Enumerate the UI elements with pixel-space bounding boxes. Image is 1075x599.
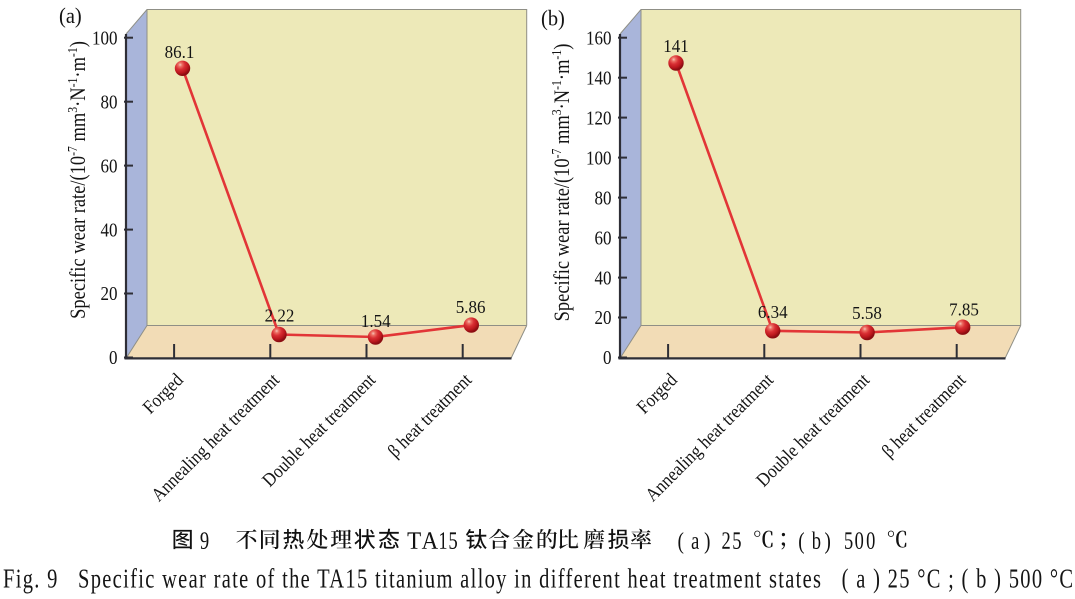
svg-text:120: 120 <box>586 107 611 130</box>
svg-text:140: 140 <box>586 67 611 90</box>
svg-text:5.58: 5.58 <box>852 303 882 323</box>
svg-text:100: 100 <box>92 27 117 50</box>
svg-text:86.1: 86.1 <box>165 42 195 62</box>
svg-text:20: 20 <box>101 283 118 306</box>
svg-text:5.86: 5.86 <box>456 297 486 317</box>
svg-text:Forged: Forged <box>632 369 681 418</box>
svg-text:100: 100 <box>586 147 611 170</box>
svg-text:141: 141 <box>663 36 688 56</box>
svg-text:(a): (a) <box>59 3 82 28</box>
svg-text:6.34: 6.34 <box>758 302 788 322</box>
svg-text:β heat treatment: β heat treatment <box>877 369 969 461</box>
svg-text:80: 80 <box>101 91 118 114</box>
svg-text:60: 60 <box>595 227 612 250</box>
svg-text:Specific wear rate/(10-7 mm3·N: Specific wear rate/(10-7 mm3·N-1·m-1) <box>64 41 90 319</box>
svg-text:1.54: 1.54 <box>361 311 391 331</box>
svg-text:β heat treatment: β heat treatment <box>383 369 475 461</box>
svg-text:Fig. 9 Specific wear rate of: Fig. 9 Specific wear rate of the TA15 ti… <box>3 564 1073 595</box>
svg-text:Forged: Forged <box>138 369 187 418</box>
svg-text:0: 0 <box>603 347 612 370</box>
svg-text:40: 40 <box>595 267 612 290</box>
svg-text:7.85: 7.85 <box>949 299 979 319</box>
svg-text:40: 40 <box>101 219 118 242</box>
svg-text:60: 60 <box>101 155 118 178</box>
svg-text:80: 80 <box>595 187 612 210</box>
svg-text:20: 20 <box>595 307 612 330</box>
svg-text:(b): (b) <box>541 6 565 31</box>
svg-text:0: 0 <box>109 347 118 370</box>
svg-text:160: 160 <box>586 27 611 50</box>
svg-text:2.22: 2.22 <box>265 305 295 325</box>
svg-text:Specific wear rate/(10-7 mm3·N: Specific wear rate/(10-7 mm3·N-1·m-1) <box>548 44 574 322</box>
